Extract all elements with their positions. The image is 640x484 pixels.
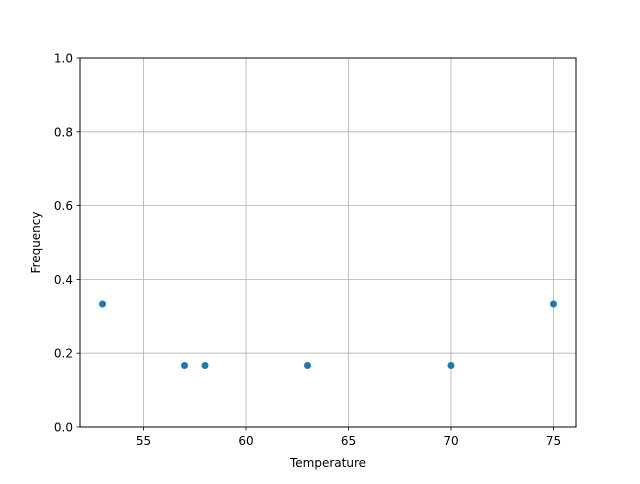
- data-point: [181, 361, 189, 369]
- y-tick-label: 0.2: [54, 347, 73, 361]
- grid: [80, 57, 576, 428]
- data-point: [549, 300, 557, 308]
- x-axis-label: Temperature: [289, 456, 366, 470]
- y-tick-label: 0.8: [54, 125, 73, 139]
- x-tick-label: 70: [443, 434, 458, 448]
- data-points: [99, 300, 557, 369]
- ticks: 55 60 65 70 75 0.0 0.2 0.4 0.6 0.8 1.0: [54, 52, 561, 449]
- x-tick-label: 60: [238, 434, 253, 448]
- y-tick-label: 0.4: [54, 273, 73, 287]
- y-tick-label: 0.6: [54, 199, 73, 213]
- x-tick-label: 65: [341, 434, 356, 448]
- y-tick-label: 1.0: [54, 52, 73, 66]
- data-point: [99, 300, 107, 308]
- axes-frame: [79, 57, 577, 428]
- data-point: [201, 361, 209, 369]
- data-point: [304, 361, 312, 369]
- data-point: [447, 361, 455, 369]
- x-tick-label: 75: [546, 434, 561, 448]
- x-tick-label: 55: [136, 434, 151, 448]
- y-tick-label: 0.0: [54, 421, 73, 435]
- y-axis-label: Frequency: [29, 212, 43, 274]
